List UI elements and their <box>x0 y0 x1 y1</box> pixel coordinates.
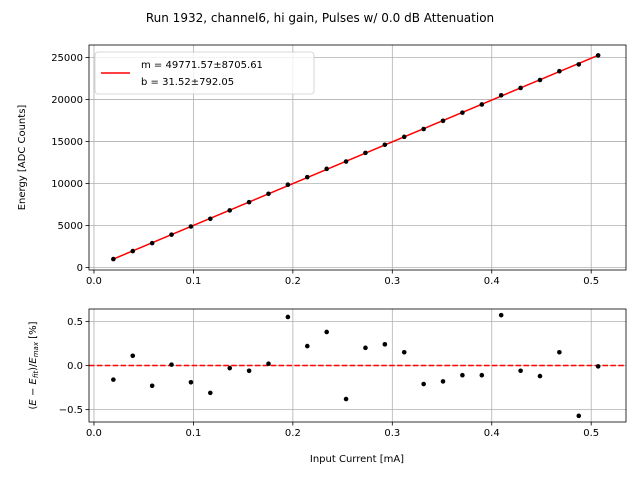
legend-label-line2: b = 31.52±792.05 <box>141 77 234 88</box>
energy-plot-data-point <box>246 199 252 205</box>
energy-plot-data-point <box>537 77 543 83</box>
residual-plot-data-point <box>460 372 465 378</box>
residual-plot-x-tick-label: 0.5 <box>583 428 599 439</box>
residual-plot-data-point <box>363 345 368 351</box>
energy-plot-x-tick-label: 0.1 <box>185 276 201 287</box>
residual-plot-x-tick-label: 0.4 <box>484 428 500 439</box>
energy-plot-data-point <box>343 159 349 164</box>
legend-box <box>94 51 315 95</box>
energy-plot-x-tick-label: 0.5 <box>583 276 599 287</box>
energy-plot-data-point <box>498 92 504 98</box>
energy-plot-data-point <box>518 85 523 91</box>
energy-plot-data-point <box>576 62 582 67</box>
energy-plot-x-tick-label: 0.4 <box>484 276 500 287</box>
energy-plot-data-point <box>401 134 407 140</box>
residual-plot-data-point <box>324 329 329 335</box>
energy-plot-y-tick-label: 20000 <box>51 95 83 106</box>
energy-plot-data-point <box>285 182 291 188</box>
energy-plot-y-tick-label: 25000 <box>51 53 83 64</box>
residual-plot-data-point <box>130 353 136 359</box>
energy-plot-x-tick-label: 0.3 <box>384 276 400 287</box>
residual-plot-data-point <box>479 372 485 378</box>
residual-plot-data-point <box>285 314 291 320</box>
energy-plot-data-point <box>479 102 485 107</box>
energy-plot-data-point <box>595 53 601 58</box>
residual-plot-data-point <box>576 413 582 419</box>
energy-plot-data-point <box>227 208 233 213</box>
residual-plot-x-label: Input Current [mA] <box>310 454 404 465</box>
residual-plot-data-point <box>401 349 407 355</box>
energy-plot-data-point <box>382 142 388 148</box>
residual-plot-data-point <box>498 312 504 318</box>
energy-plot-data-point <box>149 240 155 246</box>
energy-plot-x-tick-label: 0.0 <box>86 276 102 287</box>
residual-plot-data-point <box>304 343 310 349</box>
energy-plot-data-point <box>304 174 310 180</box>
energy-plot-data-point <box>324 166 329 172</box>
residual-plot-x-tick-label: 0.1 <box>185 428 201 439</box>
residual-plot: 0.0 0.1 0.2 0.3 0.4 0.5 −0.5 0.0 0.5 Input Curr… <box>28 308 627 465</box>
energy-plot-x-ticks: 0.0 0.1 0.2 0.3 0.4 0.5 <box>86 270 599 287</box>
residual-plot-data-point <box>169 362 174 367</box>
residual-plot-data-point <box>343 396 349 402</box>
energy-plot-y-tick-label: 0 <box>77 263 83 274</box>
energy-plot: 0.0 0.1 0.2 0.3 0.4 0.5 0 5000 10000 15000 20000 2… <box>17 44 627 287</box>
residual-plot-x-tick-label: 0.3 <box>384 428 400 439</box>
energy-plot-y-tick-label: 5000 <box>58 221 83 232</box>
residual-plot-y-tick-label: 0.0 <box>67 361 83 372</box>
residual-plot-data-point <box>382 342 388 347</box>
legend: m = 49771.57±8705.61 b = 31.52±792.05 <box>94 51 315 95</box>
energy-plot-marks <box>111 53 601 262</box>
energy-plot-data-point <box>266 191 271 197</box>
energy-plot-y-tick-label: 15000 <box>51 137 83 148</box>
residual-plot-y-label: (E − Efit)/Emax [%] <box>28 321 40 409</box>
residual-plot-data-point <box>440 379 446 384</box>
energy-plot-y-ticks: 0 5000 10000 15000 20000 25000 <box>51 53 89 274</box>
residual-plot-data-point <box>266 361 271 367</box>
energy-plot-data-point <box>460 110 465 115</box>
residual-plot-marks <box>89 312 626 419</box>
energy-plot-data-point <box>208 216 213 222</box>
residual-plot-x-tick-label: 0.2 <box>285 428 301 439</box>
residual-plot-data-point <box>421 381 426 387</box>
energy-plot-data-point <box>130 248 136 254</box>
residual-plot-data-point <box>557 349 562 355</box>
legend-label-line1: m = 49771.57±8705.61 <box>141 60 263 71</box>
energy-plot-data-point <box>421 126 426 132</box>
residual-plot-x-ticks: 0.0 0.1 0.2 0.3 0.4 0.5 <box>86 422 599 439</box>
residual-plot-data-point <box>518 368 523 374</box>
residual-plot-y-ticks: −0.5 0.0 0.5 <box>59 317 89 416</box>
residual-plot-data-point <box>188 379 194 385</box>
residual-plot-data-point <box>149 383 155 389</box>
energy-plot-frame <box>88 44 627 271</box>
residual-plot-x-tick-label: 0.0 <box>86 428 102 439</box>
energy-plot-x-tick-label: 0.2 <box>285 276 301 287</box>
energy-plot-data-point <box>557 68 562 74</box>
fit-line <box>113 54 599 260</box>
residual-plot-data-point <box>595 364 601 369</box>
energy-plot-data-point <box>440 118 446 124</box>
energy-plot-y-tick-label: 10000 <box>51 179 83 190</box>
residual-plot-data-point <box>227 365 233 371</box>
chart-title: Run 1932, channel6, hi gain, Pulses w/ 0… <box>146 11 494 25</box>
energy-plot-y-label: Energy [ADC Counts] <box>17 105 28 211</box>
residual-plot-data-point <box>246 368 252 374</box>
energy-plot-data-point <box>363 150 368 156</box>
residual-plot-data-point <box>537 373 543 379</box>
energy-plot-data-point <box>111 256 116 262</box>
energy-plot-data-point <box>169 232 174 237</box>
residual-plot-data-point <box>111 377 116 382</box>
residual-plot-y-tick-label: −0.5 <box>59 405 83 416</box>
residual-plot-y-tick-label: 0.5 <box>67 317 83 328</box>
residual-plot-data-point <box>208 390 213 396</box>
energy-plot-data-point <box>188 224 194 229</box>
